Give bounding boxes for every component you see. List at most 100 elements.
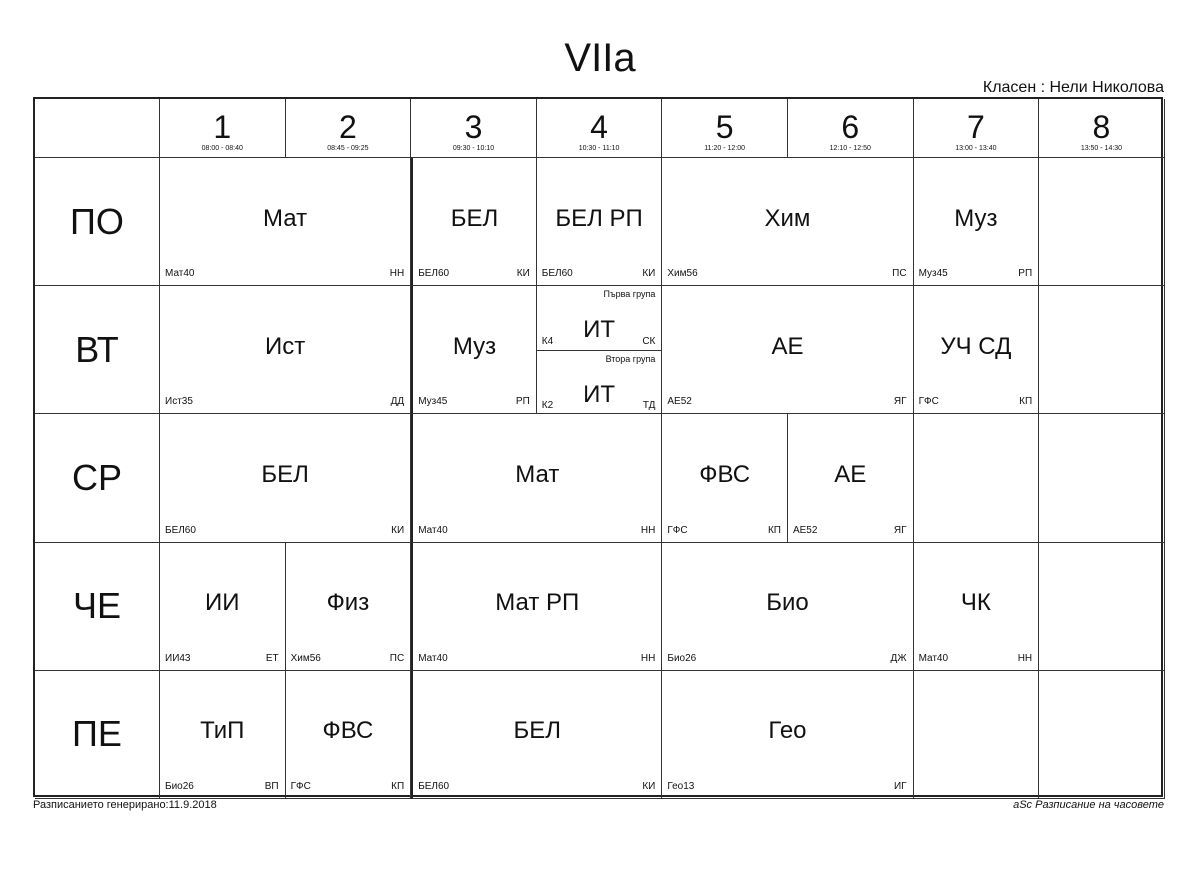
- lesson-cell: АЕ АЕ52 ЯГ: [787, 414, 914, 543]
- teacher: РП: [515, 396, 530, 408]
- room: К4: [541, 335, 554, 347]
- subject: ИИ: [205, 589, 240, 617]
- room: Био26: [165, 780, 194, 792]
- room: БЕЛ60: [418, 780, 450, 792]
- room: Ист35: [165, 396, 193, 408]
- teacher: КИ: [516, 268, 530, 280]
- lesson-cell: ФВС ГФС КП: [285, 670, 412, 799]
- software-credit: aSc Разписание на часовете: [1013, 799, 1164, 811]
- lesson-cell: Първа група ИТ К4 СК Втора група ИТ К2 ТД: [536, 286, 663, 415]
- subject: Мат РП: [495, 589, 580, 617]
- period-time: 11:20 - 12:00: [704, 145, 746, 152]
- period-number: 6: [841, 109, 860, 145]
- room: Муз45: [918, 268, 948, 280]
- lesson-cell: ФВС ГФС КП: [662, 414, 788, 543]
- period-time: 13:00 - 13:40: [955, 145, 997, 152]
- teacher: НН: [640, 524, 656, 536]
- lesson-cell: Хим Хим56 ПС: [662, 158, 914, 287]
- room: ГФС: [290, 780, 311, 792]
- day-label: СР: [35, 414, 160, 543]
- teacher: СК: [642, 335, 656, 347]
- period-header: 7 13:00 - 13:40: [913, 99, 1040, 158]
- period-header: 1 08:00 - 08:40: [160, 99, 286, 158]
- teacher: ЯГ: [893, 396, 907, 408]
- subject: Муз: [452, 332, 497, 360]
- period-header: 3 09:30 - 10:10: [411, 99, 537, 158]
- subject: ИТ: [583, 380, 616, 408]
- empty-cell: [913, 670, 1040, 799]
- room: БЕЛ60: [165, 524, 196, 536]
- period-number: 7: [966, 109, 985, 145]
- group-lesson: Първа група ИТ К4 СК: [537, 286, 662, 350]
- subject: ИТ: [583, 316, 616, 344]
- timetable-grid: 1 08:00 - 08:40 2 08:45 - 09:25 3 09:30 - 10:…: [33, 97, 1165, 799]
- teacher: КП: [767, 524, 781, 536]
- subject: БЕЛ: [261, 461, 309, 489]
- lesson-cell: Физ Хим56 ПС: [285, 542, 412, 671]
- lesson-cell: ИИ ИИ43 ЕТ: [160, 542, 286, 671]
- teacher: КИ: [642, 268, 656, 280]
- teacher: КП: [391, 780, 405, 792]
- period-header: 4 10:30 - 11:10: [536, 99, 663, 158]
- subject: ФВС: [699, 461, 751, 489]
- period-number: 3: [464, 109, 483, 145]
- lesson-cell: Ист Ист35 ДД: [160, 286, 412, 415]
- subject: БЕЛ: [450, 204, 499, 232]
- lesson-cell: Мат Мат40 НН: [411, 414, 663, 543]
- room: Мат40: [165, 268, 195, 280]
- subject: УЧ СД: [940, 332, 1012, 360]
- lesson-cell: Муз Муз45 РП: [913, 158, 1040, 287]
- teacher: ТД: [642, 400, 656, 412]
- room: Муз45: [418, 396, 448, 408]
- subject: Мат: [263, 204, 308, 232]
- period-time: 10:30 - 11:10: [578, 145, 620, 152]
- empty-cell: [1039, 286, 1165, 415]
- lesson-cell: Био Био26 ДЖ: [662, 542, 914, 671]
- lesson-cell: БЕЛ БЕЛ60 КИ: [411, 158, 537, 287]
- room: АЕ52: [792, 524, 818, 536]
- subject: Мат: [515, 461, 560, 489]
- lesson-cell: БЕЛ БЕЛ60 КИ: [160, 414, 412, 543]
- room: Хим56: [667, 268, 698, 280]
- group-label: Втора група: [605, 353, 656, 364]
- subject: Ист: [264, 332, 306, 360]
- teacher: ПС: [389, 652, 405, 664]
- period-header: 8 13:50 - 14:30: [1039, 99, 1165, 158]
- room: ИИ43: [165, 652, 191, 664]
- teacher: РП: [1018, 268, 1033, 280]
- period-time: 13:50 - 14:30: [1080, 145, 1123, 152]
- lesson-cell: Мат РП Мат40 НН: [411, 542, 663, 671]
- period-number: 2: [338, 109, 357, 145]
- teacher: ДЖ: [890, 652, 907, 664]
- period-number: 4: [590, 109, 608, 145]
- lesson-cell: ТиП Био26 ВП: [160, 670, 286, 799]
- room: БЕЛ60: [541, 268, 573, 280]
- teacher: КИ: [391, 524, 405, 536]
- day-label: ПЕ: [35, 670, 160, 799]
- day-label: ВТ: [35, 286, 160, 415]
- teacher: НН: [389, 268, 405, 280]
- room: ГФС: [667, 524, 688, 536]
- lesson-cell: УЧ СД ГФС КП: [913, 286, 1040, 415]
- teacher: ВП: [264, 780, 279, 792]
- subject: БЕЛ: [513, 717, 562, 745]
- room: Мат40: [418, 652, 448, 664]
- empty-cell: [1039, 542, 1165, 671]
- period-number: 1: [213, 109, 232, 145]
- subject: Муз: [954, 204, 998, 232]
- teacher: ИГ: [893, 780, 907, 792]
- teacher: ПС: [892, 268, 907, 280]
- period-time: 08:45 - 09:25: [327, 145, 369, 152]
- teacher: НН: [1017, 652, 1033, 664]
- room: ГФС: [918, 396, 939, 408]
- lesson-cell: Гео Гео13 ИГ: [662, 670, 914, 799]
- room: Мат40: [918, 652, 949, 664]
- room: К2: [541, 400, 554, 412]
- lesson-cell: БЕЛ БЕЛ60 КИ: [411, 670, 663, 799]
- corner-cell: [35, 99, 160, 158]
- teacher: ДД: [390, 396, 405, 408]
- period-time: 12:10 - 12:50: [829, 145, 871, 152]
- empty-cell: [1039, 670, 1165, 799]
- day-label: ЧЕ: [35, 542, 160, 671]
- period-time: 09:30 - 10:10: [452, 145, 495, 152]
